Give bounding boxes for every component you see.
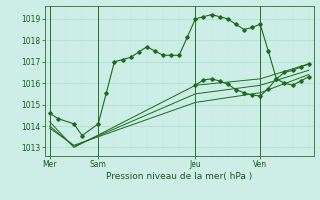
X-axis label: Pression niveau de la mer( hPa ): Pression niveau de la mer( hPa ) <box>106 172 252 181</box>
